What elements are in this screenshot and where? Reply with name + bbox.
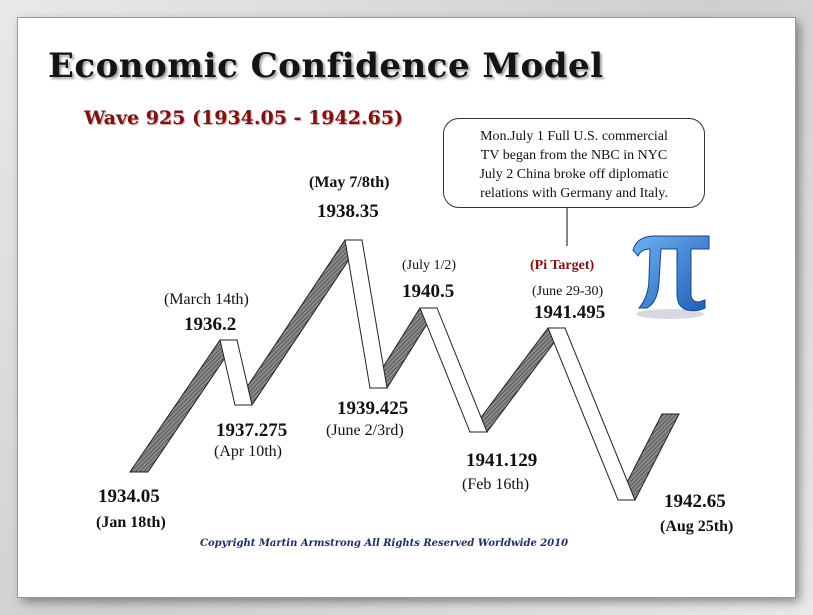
diagram-card xyxy=(18,18,795,597)
point-6-date: (July 1/2) xyxy=(402,258,457,273)
wave-leg-down-1 xyxy=(219,339,253,406)
point-1-value: 1934.05 xyxy=(98,486,160,507)
point-4-date: (May 7/8th) xyxy=(309,174,390,191)
point-8-date: (June 29-30) xyxy=(532,284,604,299)
point-2-date: (March 14th) xyxy=(164,291,249,308)
pi-symbol-icon xyxy=(632,235,710,319)
wave-leg-down-3 xyxy=(419,307,488,433)
point-6-value: 1940.5 xyxy=(402,281,455,302)
callout-line-4: relations with Germany and Italy. xyxy=(480,186,668,201)
wave-leg-up-4 xyxy=(469,327,566,433)
point-4-value: 1938.35 xyxy=(317,201,379,222)
point-2-value: 1936.2 xyxy=(184,314,237,335)
point-7-date: (Feb 16th) xyxy=(462,476,530,493)
callout-line-3: July 2 China broke off diplomatic xyxy=(479,167,669,182)
wave-subtitle: Wave 925 (1934.05 - 1942.65) xyxy=(84,107,403,129)
pi-target-label: (Pi Target) xyxy=(530,258,595,273)
point-9-value: 1942.65 xyxy=(664,491,726,512)
wave-leg-down-2 xyxy=(344,239,388,389)
point-1-date: (Jan 18th) xyxy=(96,514,166,531)
copyright-notice: Copyright Martin Armstrong All Rights Re… xyxy=(200,538,569,549)
point-3-value: 1937.275 xyxy=(216,420,288,441)
wave-leg-down-4 xyxy=(547,327,636,501)
wave-leg-up-2 xyxy=(234,239,363,406)
callout-line-1: Mon.July 1 Full U.S. commercial xyxy=(480,129,668,144)
point-8-value: 1941.495 xyxy=(534,302,606,323)
page-title: Economic Confidence Model xyxy=(48,46,604,86)
point-5-date: (June 2/3rd) xyxy=(326,422,404,439)
point-9-date: (Aug 25th) xyxy=(660,518,734,535)
event-callout: Mon.July 1 Full U.S. commercial TV began… xyxy=(443,118,705,208)
point-5-value: 1939.425 xyxy=(337,398,409,419)
point-7-value: 1941.129 xyxy=(466,450,538,471)
point-3-date: (Apr 10th) xyxy=(214,443,282,460)
callout-line-2: TV began from the NBC in NYC xyxy=(480,148,668,163)
